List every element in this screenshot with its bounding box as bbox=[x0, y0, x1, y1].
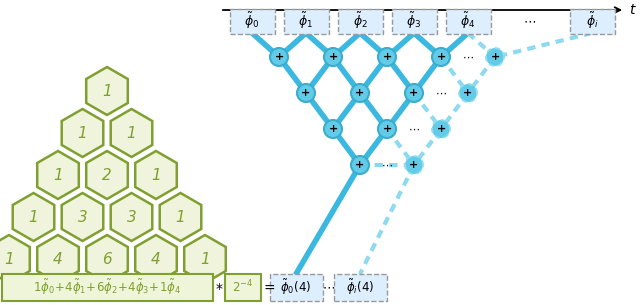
Text: $*$: $*$ bbox=[215, 280, 223, 294]
Polygon shape bbox=[86, 67, 128, 115]
Text: 1: 1 bbox=[4, 252, 14, 267]
Text: +: + bbox=[328, 124, 338, 134]
FancyBboxPatch shape bbox=[337, 9, 383, 34]
Text: 4: 4 bbox=[53, 252, 63, 267]
Text: $\cdots$: $\cdots$ bbox=[323, 281, 335, 293]
Circle shape bbox=[486, 48, 504, 66]
Text: +: + bbox=[490, 52, 500, 62]
Text: $\tilde{\phi}_4$: $\tilde{\phi}_4$ bbox=[460, 11, 476, 31]
Circle shape bbox=[405, 156, 423, 174]
Text: 3: 3 bbox=[127, 210, 136, 224]
Circle shape bbox=[351, 156, 369, 174]
Text: $\cdots$: $\cdots$ bbox=[408, 124, 420, 134]
Text: $\cdots$: $\cdots$ bbox=[435, 88, 447, 98]
Text: $t$: $t$ bbox=[629, 3, 637, 17]
Text: $\tilde{\phi}_1$: $\tilde{\phi}_1$ bbox=[298, 11, 314, 31]
Text: 4: 4 bbox=[151, 252, 161, 267]
Circle shape bbox=[378, 120, 396, 138]
Text: +: + bbox=[355, 88, 365, 98]
Polygon shape bbox=[61, 193, 103, 241]
Polygon shape bbox=[0, 235, 30, 283]
Text: +: + bbox=[382, 124, 392, 134]
Circle shape bbox=[297, 84, 315, 102]
Circle shape bbox=[351, 84, 369, 102]
FancyBboxPatch shape bbox=[269, 274, 323, 300]
Text: 2: 2 bbox=[102, 167, 112, 182]
Polygon shape bbox=[111, 193, 152, 241]
Polygon shape bbox=[13, 193, 54, 241]
Circle shape bbox=[432, 120, 450, 138]
Circle shape bbox=[324, 120, 342, 138]
Polygon shape bbox=[160, 193, 202, 241]
Polygon shape bbox=[37, 235, 79, 283]
Text: +: + bbox=[328, 52, 338, 62]
FancyBboxPatch shape bbox=[1, 274, 212, 300]
Text: 1: 1 bbox=[53, 167, 63, 182]
Text: +: + bbox=[436, 52, 445, 62]
Polygon shape bbox=[135, 151, 177, 199]
Text: $\cdots$: $\cdots$ bbox=[381, 160, 393, 170]
Text: $\tilde{\phi}_0(4)$: $\tilde{\phi}_0(4)$ bbox=[280, 277, 312, 297]
Text: 1: 1 bbox=[77, 125, 88, 141]
Circle shape bbox=[324, 48, 342, 66]
Text: 1: 1 bbox=[151, 167, 161, 182]
Polygon shape bbox=[184, 235, 226, 283]
Text: 1: 1 bbox=[29, 210, 38, 224]
Text: +: + bbox=[275, 52, 284, 62]
Text: +: + bbox=[410, 88, 419, 98]
Text: 1: 1 bbox=[102, 84, 112, 99]
Text: $\tilde{\phi}_0$: $\tilde{\phi}_0$ bbox=[244, 11, 260, 31]
Text: 1: 1 bbox=[175, 210, 186, 224]
Text: $\tilde{\phi}_i(4)$: $\tilde{\phi}_i(4)$ bbox=[346, 277, 374, 297]
Text: 3: 3 bbox=[77, 210, 88, 224]
Text: $\tilde{\phi}_2$: $\tilde{\phi}_2$ bbox=[353, 11, 367, 31]
Text: $=$: $=$ bbox=[260, 280, 275, 294]
FancyBboxPatch shape bbox=[570, 9, 614, 34]
Polygon shape bbox=[86, 151, 128, 199]
Text: +: + bbox=[463, 88, 472, 98]
Polygon shape bbox=[111, 109, 152, 157]
FancyBboxPatch shape bbox=[225, 274, 260, 300]
Text: $\tilde{\phi}_i$: $\tilde{\phi}_i$ bbox=[586, 11, 598, 31]
FancyBboxPatch shape bbox=[333, 274, 387, 300]
Circle shape bbox=[432, 48, 450, 66]
Text: $\cdots$: $\cdots$ bbox=[524, 15, 536, 27]
Polygon shape bbox=[86, 235, 128, 283]
Text: 6: 6 bbox=[102, 252, 112, 267]
Circle shape bbox=[405, 84, 423, 102]
Text: $\cdots$: $\cdots$ bbox=[462, 52, 474, 62]
FancyBboxPatch shape bbox=[230, 9, 275, 34]
Text: 1: 1 bbox=[200, 252, 210, 267]
FancyBboxPatch shape bbox=[445, 9, 490, 34]
Circle shape bbox=[378, 48, 396, 66]
Polygon shape bbox=[61, 109, 103, 157]
FancyBboxPatch shape bbox=[284, 9, 328, 34]
Polygon shape bbox=[37, 151, 79, 199]
Text: +: + bbox=[301, 88, 310, 98]
Polygon shape bbox=[135, 235, 177, 283]
Circle shape bbox=[459, 84, 477, 102]
Text: 1: 1 bbox=[127, 125, 136, 141]
Text: +: + bbox=[410, 160, 419, 170]
FancyBboxPatch shape bbox=[392, 9, 436, 34]
Text: +: + bbox=[382, 52, 392, 62]
Text: $1\tilde{\phi}_0\!+\!4\tilde{\phi}_1\!+\!6\tilde{\phi}_2\!+\!4\tilde{\phi}_3\!+\: $1\tilde{\phi}_0\!+\!4\tilde{\phi}_1\!+\… bbox=[33, 277, 181, 297]
Text: $2^{-4}$: $2^{-4}$ bbox=[232, 279, 253, 295]
Text: +: + bbox=[355, 160, 365, 170]
Text: $\tilde{\phi}_3$: $\tilde{\phi}_3$ bbox=[406, 11, 422, 31]
Text: +: + bbox=[436, 124, 445, 134]
Circle shape bbox=[270, 48, 288, 66]
